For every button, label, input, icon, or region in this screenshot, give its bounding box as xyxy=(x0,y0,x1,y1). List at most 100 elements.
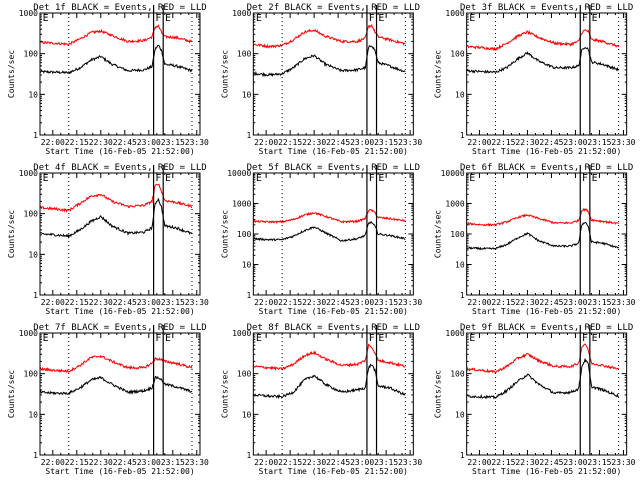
x-tick-label: 23:15 xyxy=(587,138,611,147)
x-tick-label: 22:00 xyxy=(254,458,278,467)
lld-series-line xyxy=(253,23,406,49)
interval-marker-label: E xyxy=(256,13,262,24)
x-tick-label: 22:15 xyxy=(278,458,302,467)
x-tick-label: 22:15 xyxy=(491,138,515,147)
x-axis-label: Start Time (16-Feb-05 21:52:00) xyxy=(472,307,621,316)
y-tick-label: 10 xyxy=(455,261,465,270)
y-tick-label: 100 xyxy=(237,370,252,379)
interval-marker-label: E xyxy=(592,173,598,184)
panel-det-1: Det 1f BLACK = Events, RED = LLD 1 10 100 10… xyxy=(7,3,209,156)
events-series-line xyxy=(253,220,406,242)
y-axis-label: Counts/sec xyxy=(7,370,16,418)
interval-marker-label: F xyxy=(369,173,375,184)
panel-det-8: Det 8f BLACK = Events, RED = LLD 1 10 100 10… xyxy=(220,323,422,476)
x-tick-label: 23:00 xyxy=(137,138,161,147)
x-tick-label: 22:15 xyxy=(491,458,515,467)
x-tick-label: 23:15 xyxy=(161,298,185,307)
plot-frame xyxy=(39,172,201,296)
interval-marker-label: E xyxy=(256,173,262,184)
y-tick-label: 10000 xyxy=(227,169,251,178)
panel-title: Det 8f BLACK = Events, RED = LLD xyxy=(247,323,420,333)
interval-marker-label: F xyxy=(369,333,375,344)
x-tick-label: 23:30 xyxy=(398,138,422,147)
x-axis-label: Start Time (16-Feb-05 21:52:00) xyxy=(45,147,194,156)
x-tick-label: 22:00 xyxy=(467,138,491,147)
panel-title: Det 4f BLACK = Events, RED = LLD xyxy=(33,163,206,173)
x-tick-label: 22:00 xyxy=(254,298,278,307)
y-tick-label: 10 xyxy=(242,90,252,99)
interval-marker-label: F xyxy=(369,13,375,24)
y-tick-label: 1000 xyxy=(19,169,38,178)
x-tick-label: 22:00 xyxy=(467,458,491,467)
y-tick-label: 1000 xyxy=(19,9,38,18)
x-axis-label: Start Time (16-Feb-05 21:52:00) xyxy=(45,467,194,476)
interval-marker-label: E xyxy=(43,13,49,24)
x-tick-label: 23:00 xyxy=(137,298,161,307)
plot-frame xyxy=(39,12,201,136)
y-tick-label: 1 xyxy=(460,451,465,460)
x-tick-label: 23:15 xyxy=(374,298,398,307)
x-tick-label: 22:45 xyxy=(539,458,563,467)
panel-det-6: Det 6f BLACK = Events, RED = LLD 1 10 100 10… xyxy=(434,163,636,316)
lld-series-line xyxy=(466,343,620,374)
y-tick-label: 1 xyxy=(33,131,38,140)
events-series-line xyxy=(466,358,619,400)
plot-frame xyxy=(252,332,414,456)
x-tick-label: 23:15 xyxy=(374,138,398,147)
panel-title: Det 3f BLACK = Events, RED = LLD xyxy=(460,3,633,13)
y-tick-label: 1 xyxy=(460,131,465,140)
y-tick-label: 100 xyxy=(450,50,465,59)
y-tick-label: 1000 xyxy=(232,329,251,338)
y-tick-label: 10 xyxy=(455,90,465,99)
events-series-line xyxy=(253,45,406,78)
y-axis-label: Counts/sec xyxy=(220,210,229,258)
y-tick-label: 10 xyxy=(455,410,465,419)
x-tick-label: 23:00 xyxy=(137,458,161,467)
panel-title: Det 2f BLACK = Events, RED = LLD xyxy=(247,3,420,13)
panel-title: Det 1f BLACK = Events, RED = LLD xyxy=(33,3,206,13)
y-axis-label: Counts/sec xyxy=(7,50,16,98)
plot-frame xyxy=(39,332,201,456)
y-axis-label: Counts/sec xyxy=(220,50,229,98)
interval-marker-label: F xyxy=(155,173,161,184)
x-tick-label: 23:30 xyxy=(398,298,422,307)
y-tick-label: 1 xyxy=(247,291,252,300)
y-tick-label: 1 xyxy=(33,291,38,300)
y-tick-label: 1000 xyxy=(445,200,464,209)
x-axis-label: Start Time (16-Feb-05 21:52:00) xyxy=(259,467,408,476)
y-tick-label: 100 xyxy=(24,370,39,379)
x-tick-label: 22:45 xyxy=(113,138,137,147)
events-series-line xyxy=(40,198,193,240)
events-series-line xyxy=(466,221,620,251)
plot-frame xyxy=(252,12,414,136)
x-tick-label: 23:30 xyxy=(398,458,422,467)
x-tick-label: 23:00 xyxy=(350,458,374,467)
interval-marker-label: E xyxy=(469,333,475,344)
x-tick-label: 23:30 xyxy=(185,298,209,307)
x-tick-label: 23:30 xyxy=(185,458,209,467)
interval-marker-label: F xyxy=(582,173,588,184)
y-tick-label: 1000 xyxy=(232,9,251,18)
panel-det-9: Det 9f BLACK = Events, RED = LLD 1 10 100 10… xyxy=(434,323,636,476)
x-tick-label: 22:15 xyxy=(65,298,89,307)
interval-marker-label: E xyxy=(165,173,171,184)
x-tick-label: 23:15 xyxy=(374,458,398,467)
panel-det-3: Det 3f BLACK = Events, RED = LLD 1 10 100 10… xyxy=(434,3,636,156)
x-tick-label: 22:45 xyxy=(326,138,350,147)
interval-marker-label: E xyxy=(165,13,171,24)
y-axis-label: Counts/sec xyxy=(434,210,443,258)
x-tick-label: 22:30 xyxy=(89,138,113,147)
x-tick-label: 22:45 xyxy=(539,298,563,307)
y-tick-label: 1 xyxy=(460,291,465,300)
events-series-line xyxy=(253,363,406,400)
x-tick-label: 22:00 xyxy=(254,138,278,147)
lld-series-line xyxy=(40,24,193,47)
y-tick-label: 100 xyxy=(24,50,39,59)
x-tick-label: 22:30 xyxy=(302,138,326,147)
x-axis-label: Start Time (16-Feb-05 21:52:00) xyxy=(45,307,194,316)
interval-marker-label: F xyxy=(582,13,588,24)
x-tick-label: 22:45 xyxy=(113,298,137,307)
x-tick-label: 22:30 xyxy=(515,458,539,467)
x-tick-label: 22:30 xyxy=(302,458,326,467)
interval-marker-label: E xyxy=(378,13,384,24)
